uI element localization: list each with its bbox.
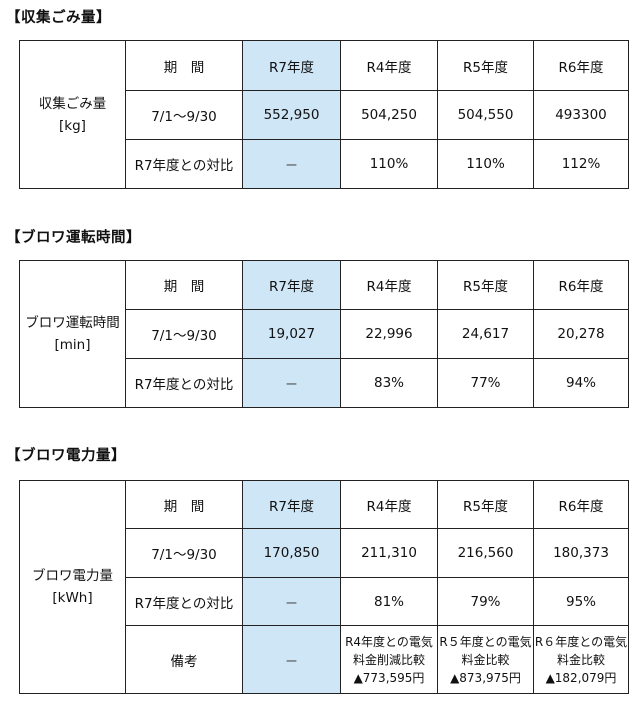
note-amount: ▲182,079円 xyxy=(545,670,617,685)
table-row: 7/1～9/30 552,950 504,250 504,550 493300 xyxy=(20,90,629,140)
header-r5: R5年度 xyxy=(437,480,534,529)
header-r6: R6年度 xyxy=(533,260,629,310)
header-r6: R6年度 xyxy=(533,480,629,529)
remarks-label: 備考 xyxy=(125,625,243,694)
ratio-label: R7年度との対比 xyxy=(125,358,243,408)
header-period: 期 間 xyxy=(125,260,243,310)
ratio-r6: 95% xyxy=(533,577,629,626)
remarks-r7: － xyxy=(242,625,341,694)
table-row: ブロワ電力量 [kWh] 期 間 R7年度 R4年度 R5年度 R6年度 xyxy=(19,480,629,694)
header-period: 期 間 xyxy=(125,480,243,529)
header-period: 期 間 xyxy=(125,40,243,91)
header-r7: R7年度 xyxy=(242,260,341,310)
header-r4: R4年度 xyxy=(340,40,438,91)
section-title-waste: 【収集ごみ量】 xyxy=(6,10,111,26)
note-line: R4年度との電気 xyxy=(345,634,433,649)
row-label-name: 収集ごみ量 xyxy=(38,95,107,112)
header-r5: R5年度 xyxy=(437,40,534,91)
waste-table: 収集ごみ量 [kg] 期 間 R7年度 R4年度 R5年度 R6年度 7/1～9… xyxy=(19,40,629,189)
note-line: R５年度との電気 xyxy=(439,634,532,649)
ratio-r5: 79% xyxy=(437,577,534,626)
note-amount: ▲773,595円 xyxy=(353,670,425,685)
value-r4: 22,996 xyxy=(340,309,438,359)
table-row: 収集ごみ量 [kg] 期 間 R7年度 R4年度 R5年度 R6年度 xyxy=(19,40,629,189)
ratio-r5: 77% xyxy=(437,358,534,408)
ratio-r7: － xyxy=(242,139,341,189)
table-row: 7/1～9/30 170,850 211,310 216,560 180,373 xyxy=(20,528,629,578)
ratio-r4: 83% xyxy=(340,358,438,408)
note-amount: ▲873,975円 xyxy=(450,670,521,685)
ratio-r5: 110% xyxy=(437,139,534,189)
note-line: 料金比較 xyxy=(556,652,605,667)
ratio-r4: 110% xyxy=(340,139,438,189)
ratio-r6: 112% xyxy=(533,139,629,189)
row-label: 収集ごみ量 [kg] xyxy=(19,40,126,189)
table-row: R7年度との対比 － 81% 79% 95% xyxy=(20,577,629,626)
value-r4: 504,250 xyxy=(340,90,438,140)
header-r4: R4年度 xyxy=(340,260,438,310)
table-row: ブロワ運転時間 [min] 期 間 R7年度 R4年度 R5年度 R6年度 xyxy=(19,260,629,408)
header-r6: R6年度 xyxy=(533,40,629,91)
row-label-name: ブロワ運転時間 xyxy=(25,315,120,331)
ratio-r7: － xyxy=(242,577,341,626)
period-cell: 7/1～9/30 xyxy=(125,309,243,359)
value-r4: 211,310 xyxy=(340,528,438,578)
ratio-r7: － xyxy=(242,358,341,408)
value-r7: 170,850 xyxy=(242,528,341,578)
table-row: 備考 － R4年度との電気 料金削減比較 ▲773,595円 R５年度との電気 … xyxy=(20,625,629,694)
row-label-name: ブロワ電力量 xyxy=(32,568,113,584)
row-label: ブロワ運転時間 [min] xyxy=(19,260,126,408)
note-line: R６年度との電気 xyxy=(534,634,628,649)
blower-power-table: ブロワ電力量 [kWh] 期 間 R7年度 R4年度 R5年度 R6年度 7/1… xyxy=(19,480,629,694)
header-r7: R7年度 xyxy=(242,480,341,529)
ratio-label: R7年度との対比 xyxy=(125,139,243,189)
value-r6: 180,373 xyxy=(533,528,629,578)
value-r5: 216,560 xyxy=(437,528,534,578)
value-r6: 20,278 xyxy=(533,309,629,359)
row-label: ブロワ電力量 [kWh] xyxy=(19,480,126,694)
row-label-unit: [kWh] xyxy=(52,590,93,606)
period-cell: 7/1～9/30 xyxy=(125,90,243,140)
header-r5: R5年度 xyxy=(437,260,534,310)
section-title-blower-time: 【ブロワ運転時間】 xyxy=(6,230,141,246)
table-row: 7/1～9/30 19,027 22,996 24,617 20,278 xyxy=(20,309,629,359)
value-r7: 19,027 xyxy=(242,309,341,359)
remarks-r5: R５年度との電気 料金比較 ▲873,975円 xyxy=(437,625,534,694)
value-r6: 493300 xyxy=(533,90,629,140)
row-label-unit: [kg] xyxy=(59,117,86,134)
remarks-r6: R６年度との電気 料金比較 ▲182,079円 xyxy=(533,625,629,694)
blower-time-table: ブロワ運転時間 [min] 期 間 R7年度 R4年度 R5年度 R6年度 7/… xyxy=(19,260,629,408)
table-row: R7年度との対比 － 83% 77% 94% xyxy=(20,358,629,408)
value-r7: 552,950 xyxy=(242,90,341,140)
ratio-r4: 81% xyxy=(340,577,438,626)
header-r4: R4年度 xyxy=(340,480,438,529)
note-line: 料金削減比較 xyxy=(352,652,425,667)
table-row: R7年度との対比 － 110% 110% 112% xyxy=(20,139,629,189)
note-line: 料金比較 xyxy=(461,652,510,667)
remarks-r4: R4年度との電気 料金削減比較 ▲773,595円 xyxy=(340,625,438,694)
value-r5: 504,550 xyxy=(437,90,534,140)
ratio-r6: 94% xyxy=(533,358,629,408)
ratio-label: R7年度との対比 xyxy=(125,577,243,626)
row-label-unit: [min] xyxy=(54,337,91,353)
value-r5: 24,617 xyxy=(437,309,534,359)
header-r7: R7年度 xyxy=(242,40,341,91)
section-title-blower-power: 【ブロワ電力量】 xyxy=(6,448,126,464)
period-cell: 7/1～9/30 xyxy=(125,528,243,578)
